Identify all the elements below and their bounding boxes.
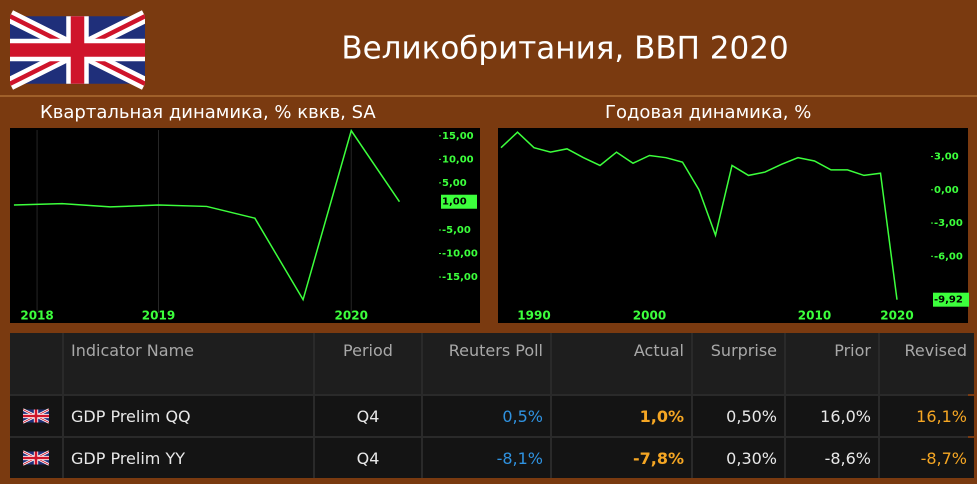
y-tick-label: 3,00: [934, 152, 959, 163]
divider: [0, 95, 977, 97]
flag: [10, 16, 145, 84]
chart-title: Годовая динамика, %: [605, 102, 811, 123]
cell: GDP Prelim YY: [64, 438, 313, 478]
cell: Q4: [315, 438, 421, 478]
cell: -8,1%: [423, 438, 550, 478]
header-cell: Revised: [880, 333, 974, 394]
cell: 16,1%: [880, 396, 974, 436]
x-tick-label: 2018: [20, 309, 53, 323]
title: Великобритания, ВВП 2020: [341, 31, 788, 67]
cell: -8,7%: [880, 438, 974, 478]
y-tick-label: 15,00: [442, 131, 474, 142]
header-cell: Reuters Poll: [423, 333, 550, 394]
y-tick-label: -10,00: [442, 249, 478, 260]
panel: [498, 128, 968, 323]
y-tick-label: 10,00: [442, 154, 474, 165]
cell: 1,0%: [552, 396, 691, 436]
charts: Великобритания, ВВП 2020 Квартальная дин…: [0, 0, 977, 323]
cell: 0,30%: [693, 438, 784, 478]
value-label: -9,92: [934, 295, 963, 306]
value-label-bg: [933, 292, 969, 307]
cell: 0,50%: [693, 396, 784, 436]
flag-cell: [10, 438, 62, 478]
y-tick-label: -15,00: [442, 272, 478, 283]
y-tick-label: -5,00: [442, 225, 471, 236]
panel: [10, 128, 480, 323]
y-tick-label: 5,00: [442, 178, 467, 189]
line: [500, 131, 898, 300]
cell: Q4: [315, 396, 421, 436]
value-label: 1,00: [442, 197, 467, 208]
cell: -8,6%: [786, 438, 878, 478]
y-tick-label: -3,00: [934, 218, 963, 229]
table: Indicator Name Period Reuters Poll Actua…: [10, 333, 974, 478]
line: [13, 128, 401, 302]
x-tick-label: 2019: [142, 309, 175, 323]
cell: -7,8%: [552, 438, 691, 478]
flag-cell: [10, 396, 62, 436]
x-tick-label: 1990: [517, 309, 550, 323]
flag: [23, 408, 49, 424]
chart-title: Квартальная динамика, % квкв, SA: [40, 102, 376, 123]
header-cell: Period: [315, 333, 421, 394]
header-cell: Prior: [786, 333, 878, 394]
cell: 0,5%: [423, 396, 550, 436]
x-tick-label: 2020: [880, 309, 913, 323]
x-tick-label: 2000: [633, 309, 666, 323]
x-tick-label: 2020: [335, 309, 368, 323]
cell: GDP Prelim QQ: [64, 396, 313, 436]
cell: 16,0%: [786, 396, 878, 436]
header-cell: Surprise: [693, 333, 784, 394]
header-cell: [10, 333, 62, 394]
y-tick-label: 0,00: [934, 185, 959, 196]
x-tick-label: 2010: [798, 309, 831, 323]
flag: [23, 450, 49, 466]
header-cell: Indicator Name: [64, 333, 313, 394]
header-cell: Actual: [552, 333, 691, 394]
y-tick-label: -6,00: [934, 251, 963, 262]
value-label-bg: [441, 194, 477, 209]
